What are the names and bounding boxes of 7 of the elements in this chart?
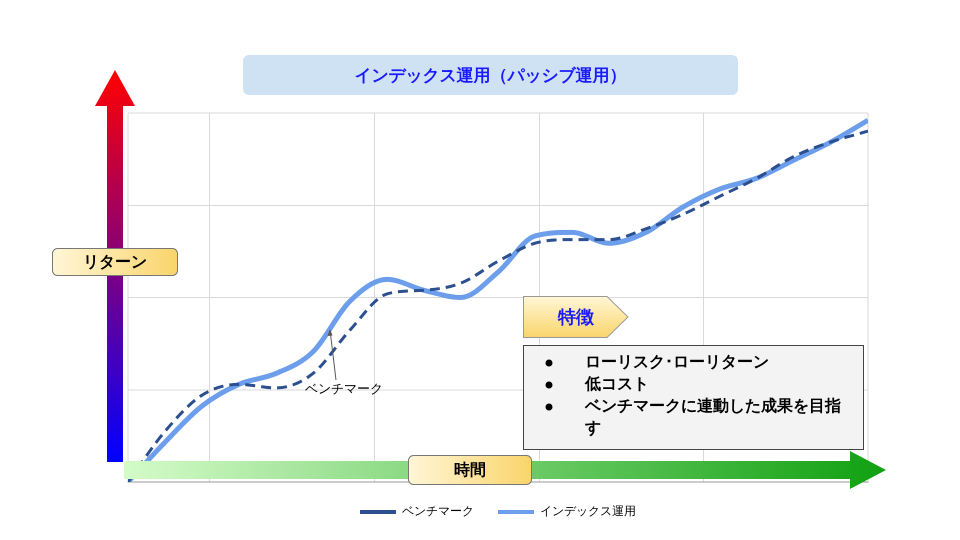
- chart-title: インデックス運用（パッシブ運用）: [243, 55, 738, 95]
- annotation: 低コスト: [585, 373, 650, 395]
- annotation: ベンチマーク: [305, 381, 383, 398]
- legend-label: ベンチマーク: [402, 504, 474, 518]
- annotation: ベンチマークに連動した成果を目指す: [585, 395, 842, 439]
- annotation: ローリスク･ローリターン: [585, 351, 770, 373]
- legend-label: インデックス運用: [540, 504, 636, 518]
